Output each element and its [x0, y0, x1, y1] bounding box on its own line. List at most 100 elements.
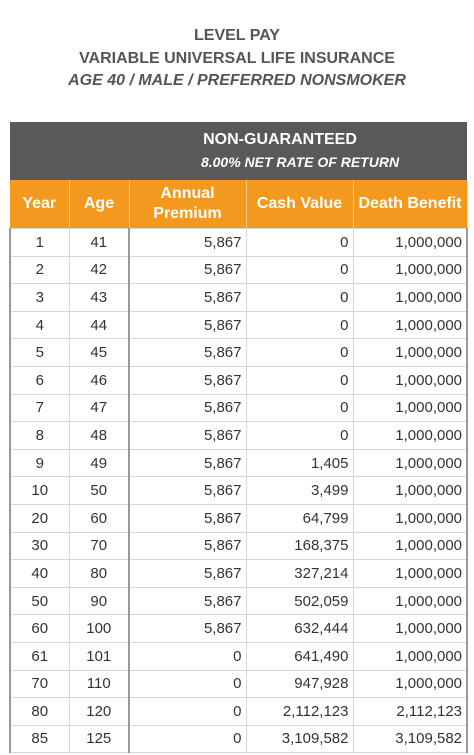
table-row: 2 42 5,867 0 1,000,000: [9, 255, 469, 285]
table-cell: 0: [128, 697, 247, 726]
table-cell: 48: [68, 421, 130, 450]
table-row: 7 47 5,867 0 1,000,000: [9, 393, 469, 423]
table-cell: 20: [9, 503, 70, 533]
table-cell: 1,000,000: [352, 448, 469, 478]
group-title: NON-GUARANTEED: [203, 131, 357, 148]
table-cell: 3,499: [245, 476, 354, 505]
table-cell: 46: [68, 365, 130, 395]
table-cell: 8: [9, 421, 70, 450]
table-cell: 0: [245, 255, 354, 285]
table-cell: 43: [68, 283, 130, 312]
table-cell: 5,867: [128, 283, 247, 312]
table-row: 8 48 5,867 0 1,000,000: [9, 421, 469, 450]
table-cell: 40: [9, 559, 70, 588]
table-cell: 47: [68, 393, 130, 423]
table-cell: 5,867: [128, 393, 247, 423]
table-cell: 50: [9, 586, 70, 616]
table-cell: 41: [68, 228, 130, 257]
table-cell: 10: [9, 476, 70, 505]
group-subtitle: 8.00% NET RATE OF RETURN: [200, 154, 400, 170]
column-headers: Year Age Annual Premium Cash Value Death Ben…: [10, 180, 468, 229]
table-cell: 1,000,000: [352, 614, 469, 643]
table-row: 20 60 5,867 64,799 1,000,000: [9, 503, 469, 533]
table-cell: 1,000,000: [352, 255, 469, 285]
table-cell: 1: [9, 228, 70, 257]
table-cell: 45: [68, 338, 130, 367]
column-header: Cash Value: [246, 180, 354, 229]
table-cell: 1,000,000: [352, 669, 469, 699]
table-cell: 0: [245, 283, 354, 312]
table-cell: 90: [68, 586, 130, 616]
table-cell: 0: [128, 641, 247, 671]
table-cell: 5,867: [128, 310, 247, 340]
table-row: 40 80 5,867 327,214 1,000,000: [9, 559, 469, 588]
table-cell: 1,000,000: [352, 393, 469, 423]
table-cell: 947,928: [245, 669, 354, 699]
table-cell: 2,112,123: [245, 697, 354, 726]
table-row: 85 125 0 3,109,582 3,109,582: [9, 724, 469, 754]
table-row: 50 90 5,867 502,059 1,000,000: [9, 586, 469, 616]
table-cell: 502,059: [245, 586, 354, 616]
table-cell: 5,867: [128, 448, 247, 478]
table-cell: 5,867: [128, 531, 247, 561]
table-cell: 50: [68, 476, 130, 505]
table-cell: 5,867: [128, 503, 247, 533]
table-cell: 0: [245, 421, 354, 450]
table-cell: 70: [9, 669, 70, 699]
group-header-cell: NON-GUARANTEED 8.00% NET RATE OF RETURN: [129, 122, 468, 180]
table-cell: 1,000,000: [352, 310, 469, 340]
table-cell: 3: [9, 283, 70, 312]
table-cell: 3,109,582: [352, 724, 469, 754]
table-row: 4 44 5,867 0 1,000,000: [9, 310, 469, 340]
table-cell: 0: [128, 669, 247, 699]
table-cell: 1,000,000: [352, 503, 469, 533]
table-cell: 1,000,000: [352, 559, 469, 588]
table-row: 61 101 0 641,490 1,000,000: [9, 641, 469, 671]
table-row: 5 45 5,867 0 1,000,000: [9, 338, 469, 367]
table-cell: 44: [68, 310, 130, 340]
table-row: 6 46 5,867 0 1,000,000: [9, 365, 469, 395]
table-cell: 49: [68, 448, 130, 478]
table-cell: 1,000,000: [352, 476, 469, 505]
table-cell: 5,867: [128, 365, 247, 395]
table-cell: 60: [9, 614, 70, 643]
table-row: 9 49 5,867 1,405 1,000,000: [9, 448, 469, 478]
table-cell: 30: [9, 531, 70, 561]
table-cell: 3,109,582: [245, 724, 354, 754]
column-header: Death Benefit: [353, 180, 468, 229]
table-cell: 641,490: [245, 641, 354, 671]
table-cell: 70: [68, 531, 130, 561]
group-header: NON-GUARANTEED 8.00% NET RATE OF RETURN: [10, 122, 468, 180]
table-cell: 80: [9, 697, 70, 726]
column-header: Annual Premium: [129, 180, 247, 229]
table-row: 1 41 5,867 0 1,000,000: [9, 228, 469, 257]
table-cell: 0: [128, 724, 247, 754]
table-cell: 5,867: [128, 421, 247, 450]
table-body: 1 41 5,867 0 1,000,000 2 42 5,867 0 1,000,000 3 43 5…: [9, 228, 469, 754]
table-cell: 5,867: [128, 476, 247, 505]
table-row: 30 70 5,867 168,375 1,000,000: [9, 531, 469, 561]
table-cell: 0: [245, 393, 354, 423]
table-row: 3 43 5,867 0 1,000,000: [9, 283, 469, 312]
table-cell: 64,799: [245, 503, 354, 533]
table-cell: 0: [245, 310, 354, 340]
column-header: Year: [10, 180, 70, 229]
table-cell: 125: [68, 724, 130, 754]
table-cell: 1,000,000: [352, 531, 469, 561]
table-cell: 5,867: [128, 586, 247, 616]
table-cell: 0: [245, 228, 354, 257]
table-cell: 101: [68, 641, 130, 671]
table-cell: 5,867: [128, 228, 247, 257]
table-cell: 5,867: [128, 255, 247, 285]
table-row: 70 110 0 947,928 1,000,000: [9, 669, 469, 699]
table-cell: 4: [9, 310, 70, 340]
table-cell: 1,000,000: [352, 641, 469, 671]
table-cell: 7: [9, 393, 70, 423]
table-cell: 168,375: [245, 531, 354, 561]
table-cell: 1,000,000: [352, 586, 469, 616]
table-cell: 42: [68, 255, 130, 285]
table-cell: 2,112,123: [352, 697, 469, 726]
table-cell: 632,444: [245, 614, 354, 643]
table-cell: 6: [9, 365, 70, 395]
